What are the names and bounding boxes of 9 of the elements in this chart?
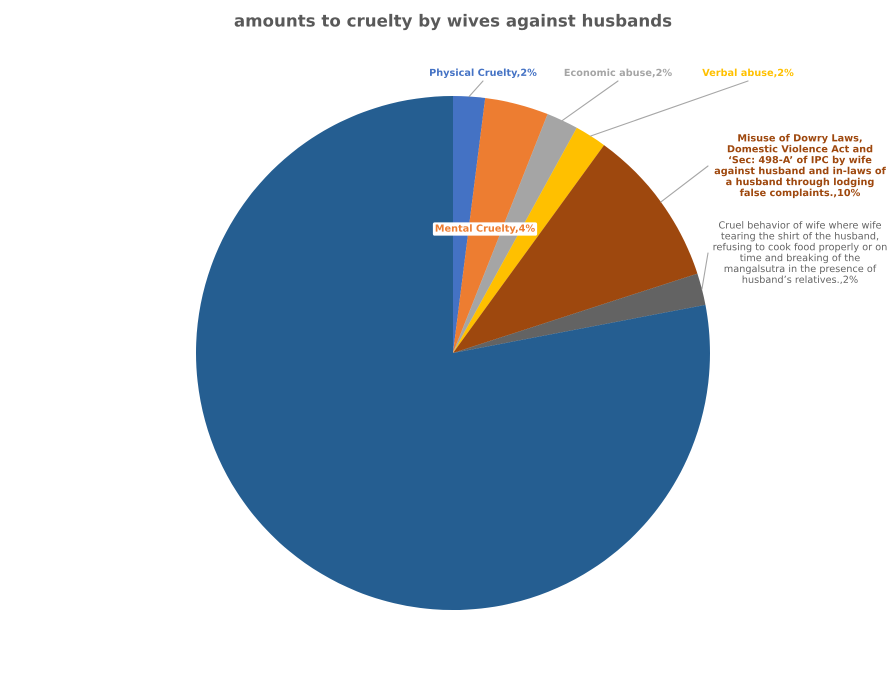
slice-label: Mental Cruelty,4% bbox=[436, 224, 535, 234]
slice-label: Economic abuse,2% bbox=[564, 68, 672, 78]
pie-slice bbox=[196, 96, 710, 610]
slice-label: Verbal abuse,2% bbox=[702, 68, 794, 78]
chart-title: amounts to cruelty by wives against husbands bbox=[234, 14, 672, 30]
pie-slice bbox=[453, 274, 706, 353]
slice-label: Misuse of Dowry Laws, Domestic Violence Act and ‘Sec: 498-A’ of IPC by wife against husband and in-laws of a husband through lodging false complaints.,10% bbox=[714, 134, 886, 198]
slice-label: Cruel behavior of wife where wife tearing the shirt of the husband, refusing to cook food properly or on time and breaking of the mangalsutra in the presence of husband’s relatives.,2% bbox=[714, 221, 887, 284]
slice-label: Physical Cruelty,2% bbox=[430, 68, 537, 78]
